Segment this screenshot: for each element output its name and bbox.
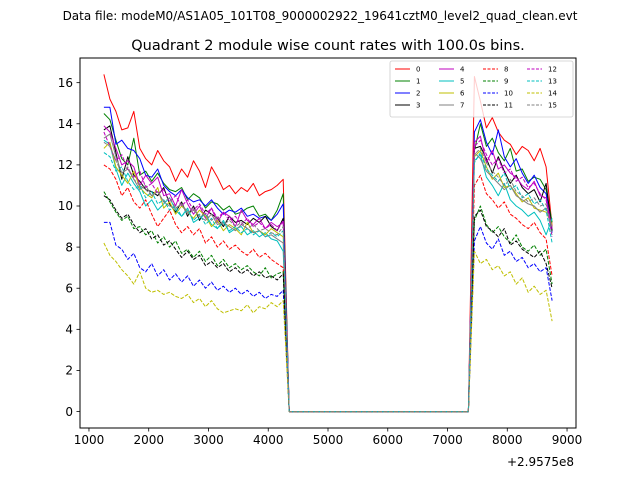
legend-label-2: 2 bbox=[416, 90, 420, 98]
x-tick-label: 2000 bbox=[133, 433, 164, 447]
y-tick-label: 10 bbox=[58, 199, 73, 213]
legend-label-7: 7 bbox=[460, 102, 464, 110]
legend-label-12: 12 bbox=[548, 66, 557, 74]
chart-title: Quadrant 2 module wise count rates with … bbox=[131, 38, 525, 54]
y-tick-label: 12 bbox=[58, 158, 73, 172]
x-tick-label: 9000 bbox=[552, 433, 583, 447]
x-axis-offset-label: +2.9575e8 bbox=[507, 455, 574, 469]
legend-label-1: 1 bbox=[416, 78, 420, 86]
x-tick-label: 5000 bbox=[313, 433, 344, 447]
legend-label-15: 15 bbox=[548, 102, 557, 110]
legend-label-11: 11 bbox=[504, 102, 513, 110]
legend-label-13: 13 bbox=[548, 78, 557, 86]
y-tick-label: 0 bbox=[65, 405, 73, 419]
series-line-9 bbox=[103, 191, 553, 413]
legend-box bbox=[389, 60, 574, 118]
plot-area: 1000 2000 3000 4000 5000 6000 7000 8000 9000 0 2 4… bbox=[58, 57, 583, 469]
legend-label-3: 3 bbox=[416, 102, 420, 110]
y-tick-label: 14 bbox=[58, 117, 73, 131]
x-tick-label: 4000 bbox=[253, 433, 284, 447]
legend-label-8: 8 bbox=[504, 66, 508, 74]
series-line-13 bbox=[103, 152, 553, 413]
y-axis: 0 2 4 6 8 10 12 14 16 bbox=[58, 76, 80, 419]
legend-label-4: 4 bbox=[460, 66, 465, 74]
legend-label-14: 14 bbox=[548, 90, 557, 98]
legend-label-0: 0 bbox=[416, 66, 420, 74]
y-tick-label: 8 bbox=[65, 240, 73, 254]
y-tick-label: 16 bbox=[58, 76, 73, 90]
x-tick-label: 8000 bbox=[492, 433, 523, 447]
y-tick-label: 4 bbox=[65, 323, 73, 337]
chart-suptitle: Data file: modeM0/AS1A05_101T08_90000029… bbox=[63, 9, 578, 23]
x-axis: 1000 2000 3000 4000 5000 6000 7000 8000 9000 bbox=[74, 428, 583, 447]
y-tick-label: 2 bbox=[65, 364, 73, 378]
x-tick-label: 7000 bbox=[432, 433, 463, 447]
series-lines bbox=[103, 74, 553, 413]
legend-label-6: 6 bbox=[460, 90, 465, 98]
x-tick-label: 1000 bbox=[74, 433, 105, 447]
legend-label-9: 9 bbox=[504, 78, 508, 86]
x-tick-label: 3000 bbox=[193, 433, 224, 447]
legend-label-5: 5 bbox=[460, 78, 464, 86]
series-line-15 bbox=[103, 141, 553, 413]
y-tick-label: 6 bbox=[65, 281, 73, 295]
legend-label-10: 10 bbox=[504, 90, 513, 98]
x-tick-label: 6000 bbox=[372, 433, 403, 447]
